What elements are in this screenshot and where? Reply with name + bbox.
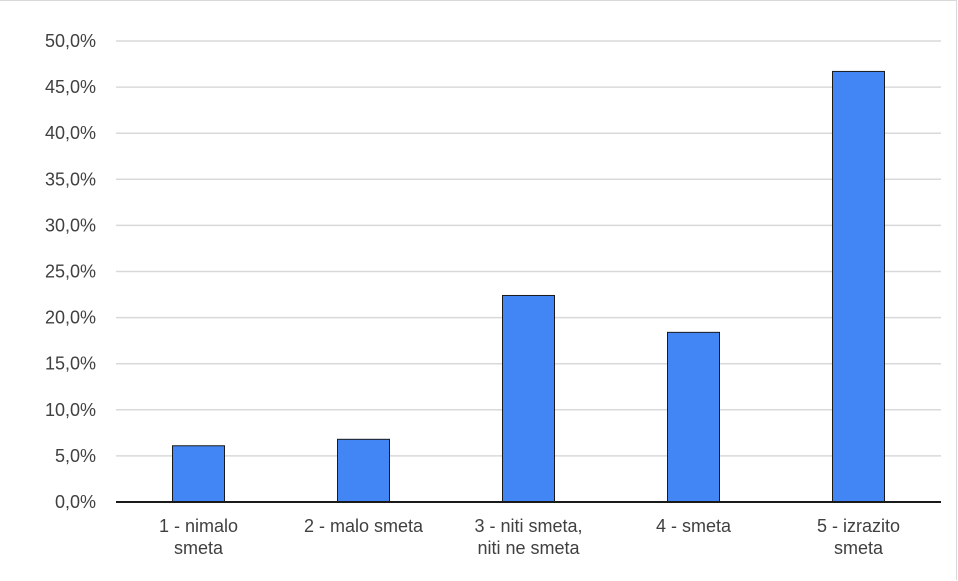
y-tick-label: 20,0% <box>45 308 96 328</box>
x-category-label: 3 - niti smeta, niti ne smeta <box>474 516 582 558</box>
y-tick-label: 45,0% <box>45 77 96 97</box>
x-category-label: 1 - nimalo smeta <box>159 516 238 558</box>
bar <box>172 445 225 503</box>
y-tick-label: 50,0% <box>45 31 96 51</box>
x-category-label: 2 - malo smeta <box>304 516 424 536</box>
x-category-label: 4 - smeta <box>656 516 732 536</box>
y-tick-label: 40,0% <box>45 123 96 143</box>
y-tick-label: 15,0% <box>45 354 96 374</box>
bar <box>832 70 885 503</box>
y-axis-ticks: 0,0% 5,0% 10,0% 15,0% 20,0% 25,0% 30,0% 35,0% 40… <box>45 31 96 512</box>
bar <box>667 331 720 503</box>
bar <box>337 438 390 503</box>
y-tick-label: 5,0% <box>55 446 96 466</box>
y-tick-label: 0,0% <box>55 492 96 512</box>
y-tick-label: 25,0% <box>45 262 96 282</box>
y-tick-label: 30,0% <box>45 215 96 235</box>
y-tick-label: 10,0% <box>45 400 96 420</box>
x-category-label: 5 - izrazito smeta <box>817 516 900 558</box>
x-axis-labels: 1 - nimalo smeta 2 - malo smeta 3 - niti sm… <box>159 516 900 558</box>
y-tick-label: 35,0% <box>45 169 96 189</box>
bars <box>172 70 885 503</box>
bar <box>502 294 555 503</box>
